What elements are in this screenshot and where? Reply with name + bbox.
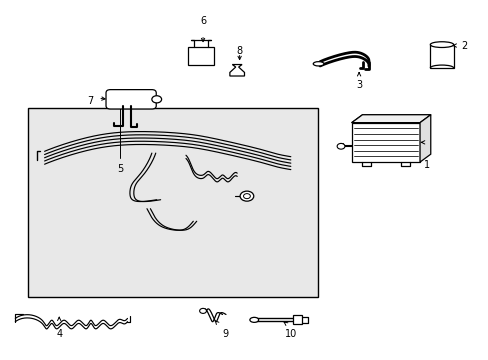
Text: 9: 9 xyxy=(222,329,227,339)
Text: 1: 1 xyxy=(424,160,429,170)
Ellipse shape xyxy=(249,318,258,322)
Bar xyxy=(293,315,302,324)
Circle shape xyxy=(240,191,253,201)
Text: 2: 2 xyxy=(461,41,467,50)
Text: 6: 6 xyxy=(200,16,206,26)
Bar xyxy=(27,108,317,297)
Bar xyxy=(351,123,419,162)
Text: 7: 7 xyxy=(87,96,93,106)
Text: 10: 10 xyxy=(284,329,296,339)
Circle shape xyxy=(336,143,344,149)
Text: 3: 3 xyxy=(355,80,362,90)
Bar xyxy=(429,45,453,68)
Text: 8: 8 xyxy=(236,46,242,56)
FancyBboxPatch shape xyxy=(106,90,156,109)
Circle shape xyxy=(243,194,250,199)
Circle shape xyxy=(199,309,206,314)
Ellipse shape xyxy=(429,42,453,48)
Text: 5: 5 xyxy=(117,164,123,174)
Polygon shape xyxy=(229,64,244,76)
Text: 4: 4 xyxy=(56,329,62,339)
Bar xyxy=(188,46,213,65)
Polygon shape xyxy=(351,115,430,123)
Ellipse shape xyxy=(313,62,324,66)
Polygon shape xyxy=(419,115,430,162)
Circle shape xyxy=(152,96,161,103)
